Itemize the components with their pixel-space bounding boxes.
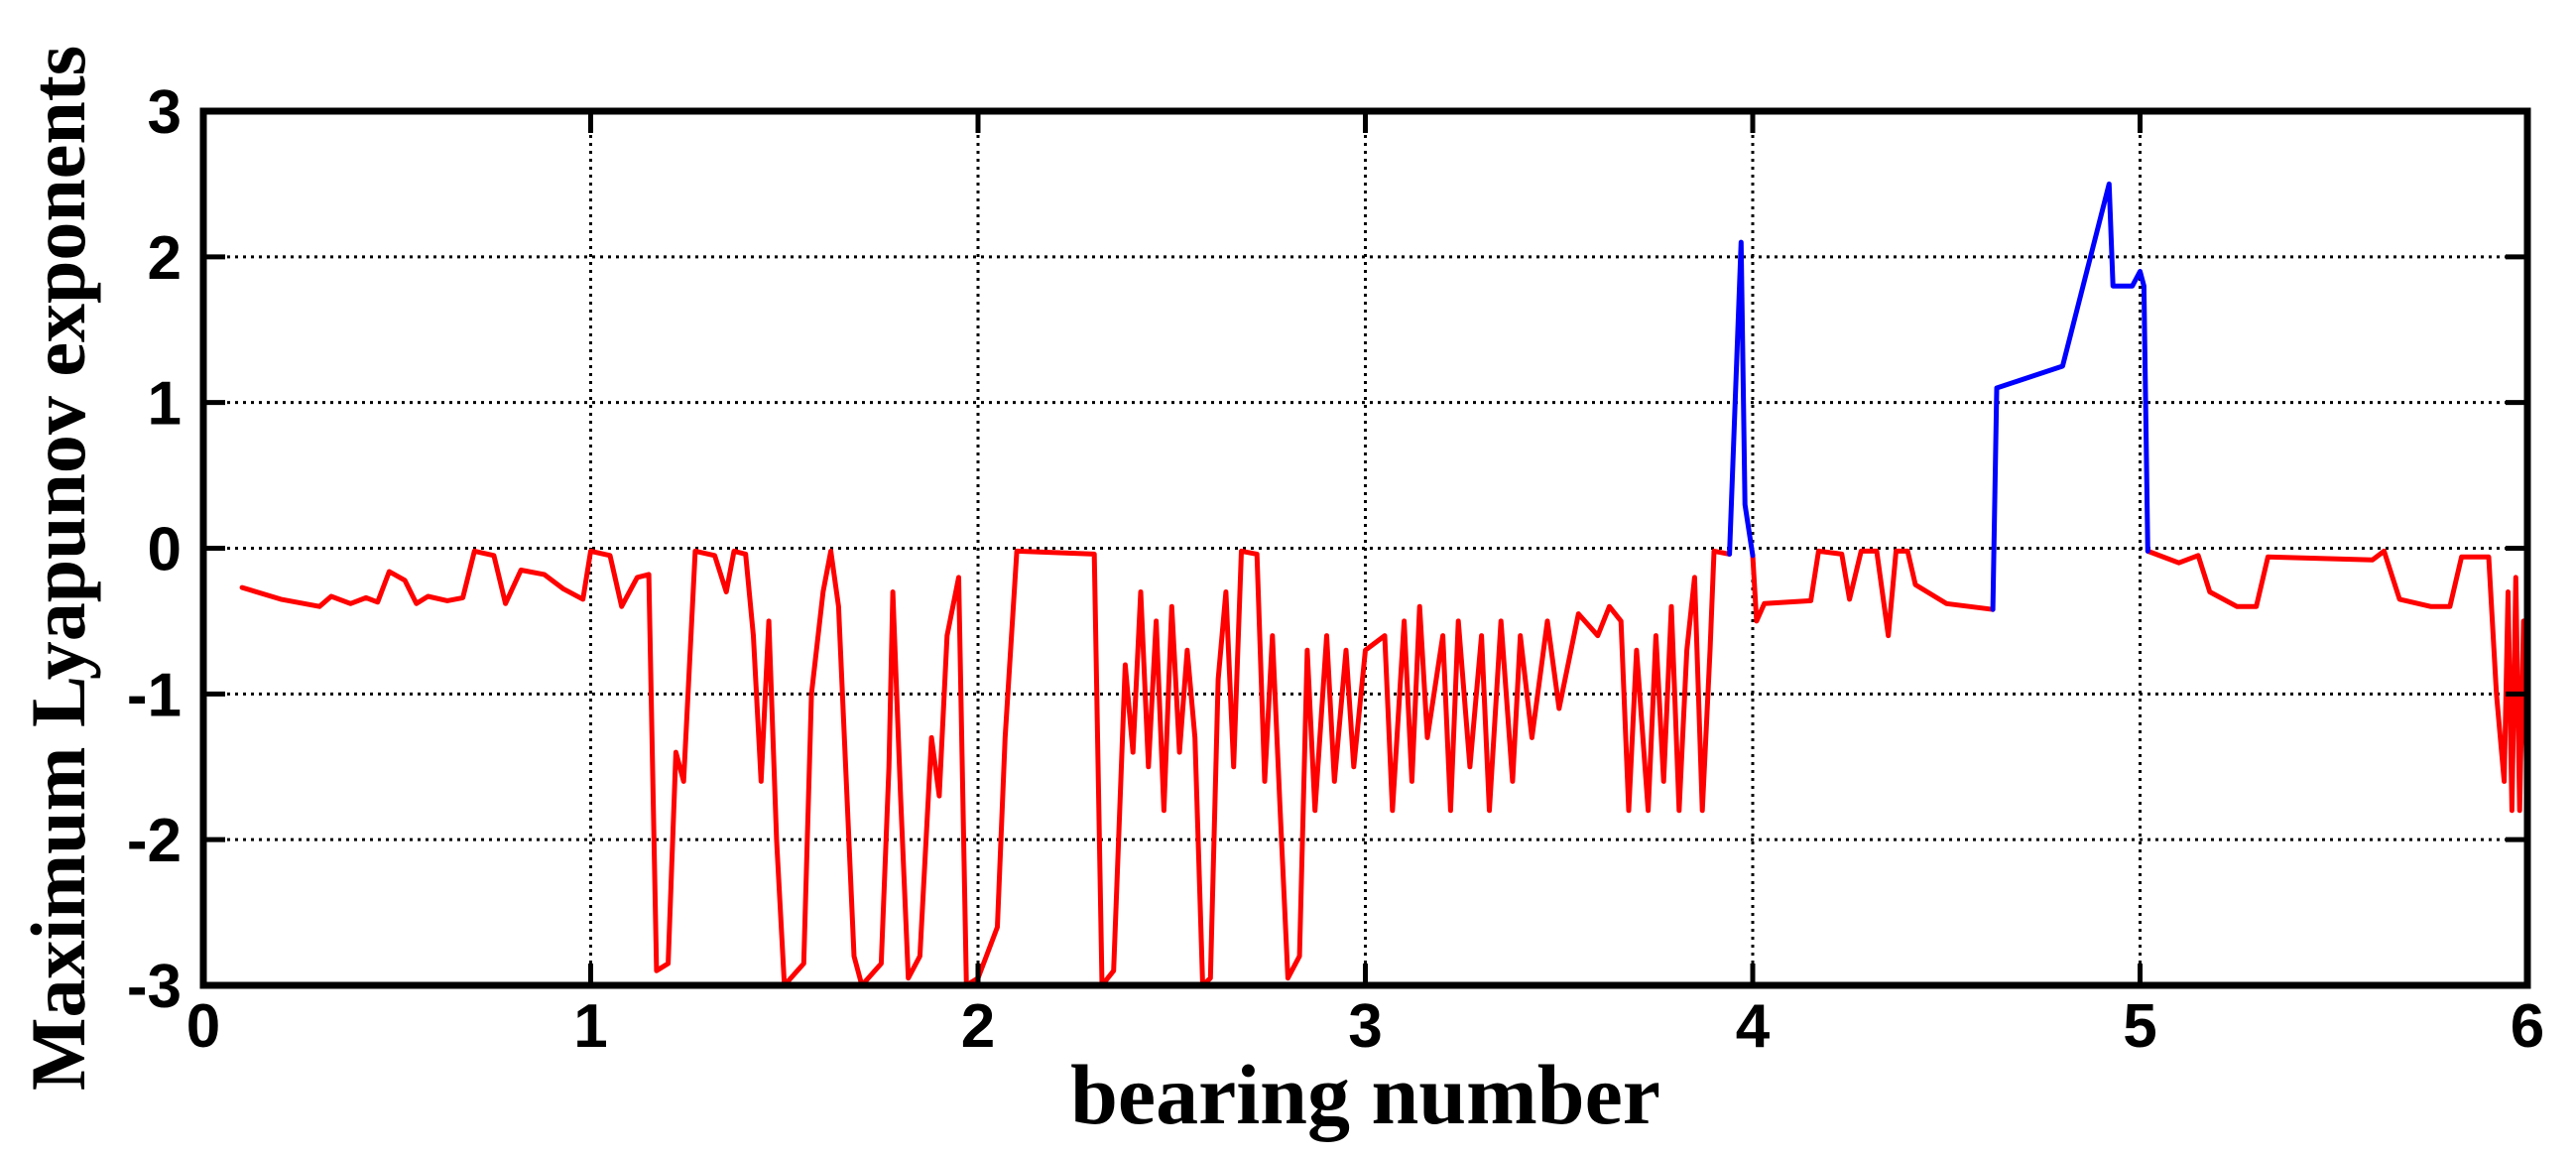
x-tick-label: 6 — [2511, 992, 2544, 1061]
x-tick-label: 1 — [573, 992, 607, 1061]
series-line — [2145, 548, 2530, 814]
y-tick-label: -2 — [127, 807, 182, 875]
axis-ticks: 0 1 2 3 4 5 6 -3 -2 -1 0 1 2 3 — [127, 78, 2544, 1061]
y-tick-label: -3 — [127, 953, 182, 1021]
y-tick-label: 2 — [148, 224, 182, 293]
series-line — [1727, 239, 1756, 559]
x-tick-label: 5 — [2123, 992, 2156, 1061]
x-tick-label: 2 — [961, 992, 995, 1061]
x-axis-label: bearing number — [1070, 1047, 1660, 1142]
grid-lines — [203, 111, 2527, 985]
series-line — [1990, 181, 2150, 612]
y-axis-label: Maximum Lyapunov exponents — [15, 46, 101, 1091]
x-tick-label: 4 — [1736, 992, 1771, 1061]
data-series — [239, 181, 2530, 988]
x-tick-label: 3 — [1348, 992, 1382, 1061]
y-tick-label: -1 — [127, 661, 182, 729]
y-tick-label: 0 — [148, 516, 182, 584]
y-tick-label: 3 — [148, 78, 182, 147]
series-line — [1750, 548, 1996, 639]
y-tick-label: 1 — [148, 370, 182, 439]
series-line — [239, 548, 1733, 988]
x-tick-label: 0 — [186, 992, 220, 1061]
